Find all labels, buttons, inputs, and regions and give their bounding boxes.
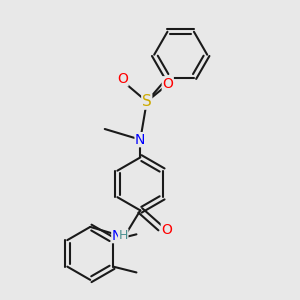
Text: S: S xyxy=(142,94,152,109)
Text: H: H xyxy=(118,229,128,242)
Text: O: O xyxy=(161,223,172,237)
Text: O: O xyxy=(162,77,173,91)
Text: N: N xyxy=(112,229,122,243)
Text: O: O xyxy=(117,72,128,86)
Text: N: N xyxy=(135,133,146,147)
